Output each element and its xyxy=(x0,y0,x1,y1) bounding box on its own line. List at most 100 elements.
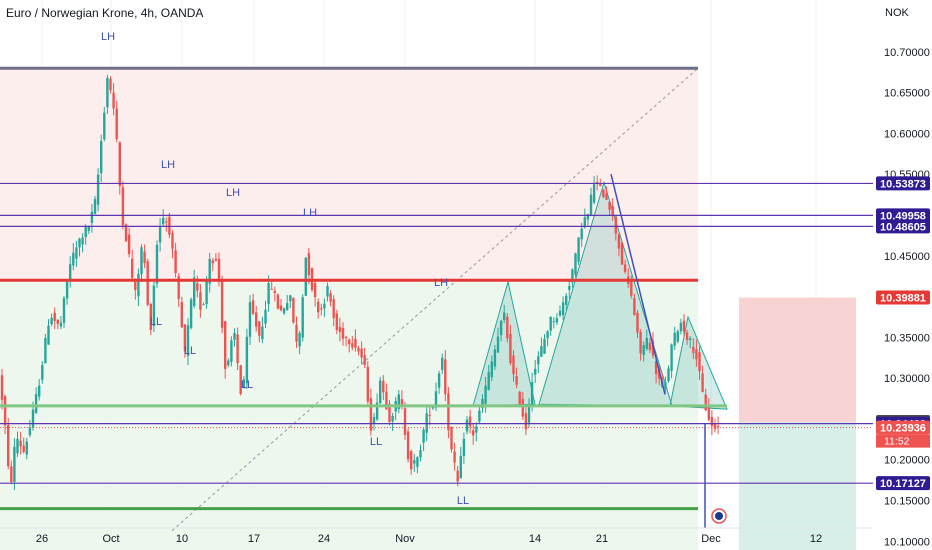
candle-body xyxy=(227,360,230,366)
price-tag-10.23936[interactable]: 10.23936 xyxy=(876,420,930,435)
candle-body xyxy=(530,382,534,405)
x-tick-1: Oct xyxy=(102,533,119,545)
candle-body xyxy=(289,295,292,302)
candle-body xyxy=(282,308,286,314)
candle-body xyxy=(196,283,199,291)
candle-body xyxy=(391,415,394,422)
candle-body xyxy=(664,382,667,389)
x-tick-7: 21 xyxy=(596,533,608,545)
y-tick-9: 10.10000 xyxy=(884,536,930,548)
candle-body xyxy=(620,242,624,265)
candle-body xyxy=(34,394,38,413)
price-tag-bg xyxy=(876,219,930,234)
candle-body xyxy=(193,277,196,306)
candle-body xyxy=(360,348,363,358)
x-tick-8: Dec xyxy=(701,533,721,545)
candle-body xyxy=(96,174,100,205)
x-tick-6: 14 xyxy=(529,533,541,545)
candle-body xyxy=(518,391,521,406)
price-tag-label: 10.23936 xyxy=(880,423,926,435)
candle-body xyxy=(459,455,462,479)
candle-body xyxy=(115,108,118,140)
stop-zone xyxy=(739,297,856,422)
trend-line-down xyxy=(610,174,666,395)
candle-body xyxy=(499,320,503,336)
candle-body xyxy=(134,281,137,290)
candle-body xyxy=(515,376,518,385)
x-tick-5: Nov xyxy=(395,533,415,545)
candle-body xyxy=(493,349,497,367)
candle-body xyxy=(704,394,707,411)
annotation-ll-6: LL xyxy=(184,345,196,357)
candle-body xyxy=(28,427,32,436)
candle-body xyxy=(158,227,162,243)
annotation-ll-7: LL xyxy=(241,379,253,391)
candle-body xyxy=(19,440,22,447)
candle-body xyxy=(62,298,66,323)
candle-body xyxy=(78,238,81,248)
candle-body xyxy=(168,216,171,235)
candle-body xyxy=(707,407,710,420)
candle-body xyxy=(695,349,698,360)
candle-body xyxy=(602,189,605,198)
candle-body xyxy=(478,410,481,422)
candle-body xyxy=(72,252,75,266)
candle-body xyxy=(608,201,611,210)
countdown-label: 11:52 xyxy=(884,436,910,448)
candle-body xyxy=(93,198,97,215)
candle-body xyxy=(326,286,329,297)
candle-body xyxy=(7,425,10,467)
candle-body xyxy=(59,322,63,327)
candle-body xyxy=(527,404,531,423)
candle-body xyxy=(10,466,13,483)
price-axis-bg[interactable] xyxy=(873,0,932,550)
candle-body xyxy=(155,244,159,284)
candle-body xyxy=(162,217,165,225)
y-tick-4: 10.45000 xyxy=(884,251,930,263)
candle-body xyxy=(689,338,692,340)
candle-body xyxy=(186,325,190,356)
candle-body xyxy=(388,403,391,422)
candle-body xyxy=(16,438,19,454)
support-zone xyxy=(0,280,698,550)
trend-dashed-line xyxy=(171,67,699,532)
price-tag-10.39881[interactable]: 10.39881 xyxy=(876,290,930,305)
candle-body xyxy=(217,258,221,281)
candle-body xyxy=(307,253,311,276)
candle-body xyxy=(614,216,617,234)
candle-body xyxy=(437,373,441,388)
price-tag-bg xyxy=(876,176,930,191)
candle-body xyxy=(406,431,410,460)
candle-body xyxy=(248,302,252,337)
chart-title: Euro / Norwegian Krone, 4h, OANDA xyxy=(6,6,203,20)
candle-body xyxy=(574,253,577,275)
candle-body xyxy=(81,237,84,245)
candle-body xyxy=(369,398,373,431)
candle-body xyxy=(403,408,407,435)
candle-body xyxy=(3,396,7,426)
candle-body xyxy=(13,446,16,482)
price-tag-10.48605[interactable]: 10.48605 xyxy=(876,219,930,234)
candle-body xyxy=(431,406,435,409)
target-zone xyxy=(739,421,856,550)
candle-body xyxy=(475,426,478,433)
candle-body xyxy=(456,470,459,482)
candle-body xyxy=(434,391,438,408)
candle-body xyxy=(599,183,602,187)
candle-body xyxy=(354,338,357,348)
price-tag-bg xyxy=(876,476,930,491)
price-tag-10.49958[interactable]: 10.49958 xyxy=(876,208,930,223)
price-tag-10.53873[interactable]: 10.53873 xyxy=(876,176,930,191)
candle-body xyxy=(679,322,683,332)
candle-body xyxy=(146,261,149,305)
candle-body xyxy=(224,321,227,369)
candle-body xyxy=(447,393,450,431)
candle-body xyxy=(642,345,645,356)
y-tick-8: 10.15000 xyxy=(884,496,930,508)
price-tag-10.17127[interactable]: 10.17127 xyxy=(876,476,930,491)
candle-body xyxy=(335,313,338,331)
candle-body xyxy=(552,321,555,323)
annotation-lh-4: LH xyxy=(434,277,448,289)
